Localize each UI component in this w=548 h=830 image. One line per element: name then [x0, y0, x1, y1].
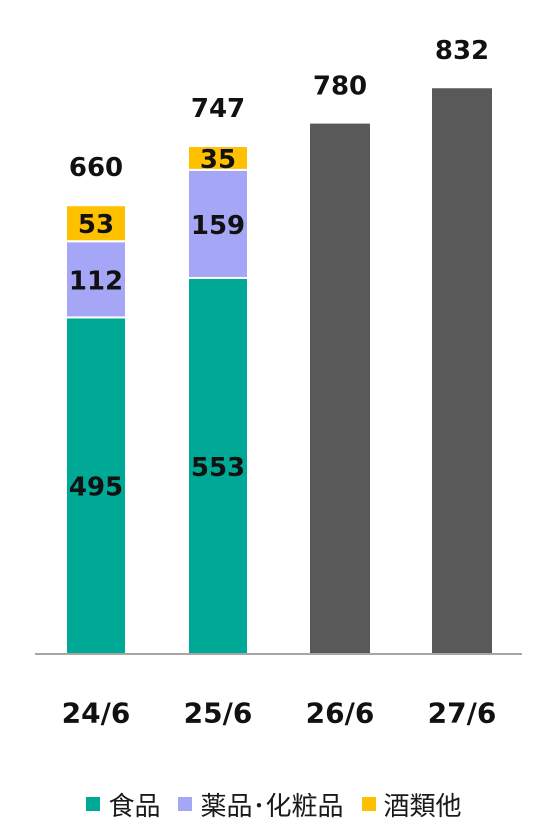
segment-label-food-1: 553 — [191, 453, 245, 483]
segment-label-drugs-cosmetics-0: 112 — [69, 266, 123, 296]
legend-swatch-liquor-other — [361, 797, 376, 811]
bar-segment-food-1 — [187, 276, 249, 655]
segment-label-drugs-cosmetics-1: 159 — [191, 211, 245, 241]
bar-segment-drugs-cosmetics-1 — [187, 168, 249, 279]
legend-item-food: 食品 — [86, 786, 160, 823]
x-tick-label-0: 24/6 — [62, 697, 131, 730]
x-tick-label-2: 26/6 — [306, 697, 375, 730]
legend-label-drugs-cosmetics: 薬品･化粧品 — [200, 791, 344, 822]
legend-item-liquor-other: 酒類他 — [361, 786, 462, 823]
total-label-0: 660 — [69, 153, 123, 183]
segment-label-liquor-other-1: 35 — [200, 145, 236, 175]
bars-layer — [65, 88, 492, 655]
bar-segment-liquor-other-1 — [187, 145, 249, 171]
legend-swatch-food — [86, 797, 101, 811]
bar-total-2 — [310, 123, 370, 655]
bar-total-3 — [432, 88, 492, 655]
total-label-1: 747 — [191, 94, 245, 124]
stacked-bar-chart: 495 112 53 660 553 159 35 747 780 832 24/6 25/6 26/… — [35, 36, 522, 730]
segment-label-liquor-other-0: 53 — [78, 210, 114, 240]
labels-layer: 495 112 53 660 553 159 35 747 780 832 — [69, 36, 489, 502]
x-tick-label-1: 25/6 — [184, 697, 253, 730]
legend: 食品 薬品･化粧品 酒類他 — [0, 786, 548, 822]
legend-swatch-drugs-cosmetics — [178, 797, 193, 811]
legend-label-liquor-other: 酒類他 — [383, 791, 462, 822]
bar-segment-liquor-other-0 — [65, 204, 127, 243]
bar-segment-drugs-cosmetics-0 — [65, 240, 127, 319]
x-tick-label-3: 27/6 — [428, 697, 497, 730]
bar-segment-food-0 — [65, 316, 127, 655]
total-label-3: 832 — [435, 36, 489, 66]
legend-item-drugs-cosmetics: 薬品･化粧品 — [178, 786, 344, 823]
total-label-2: 780 — [313, 72, 367, 102]
legend-label-food: 食品 — [108, 791, 161, 822]
x-ticks-layer: 24/6 25/6 26/6 27/6 — [62, 697, 497, 730]
segment-label-food-0: 495 — [69, 473, 123, 503]
